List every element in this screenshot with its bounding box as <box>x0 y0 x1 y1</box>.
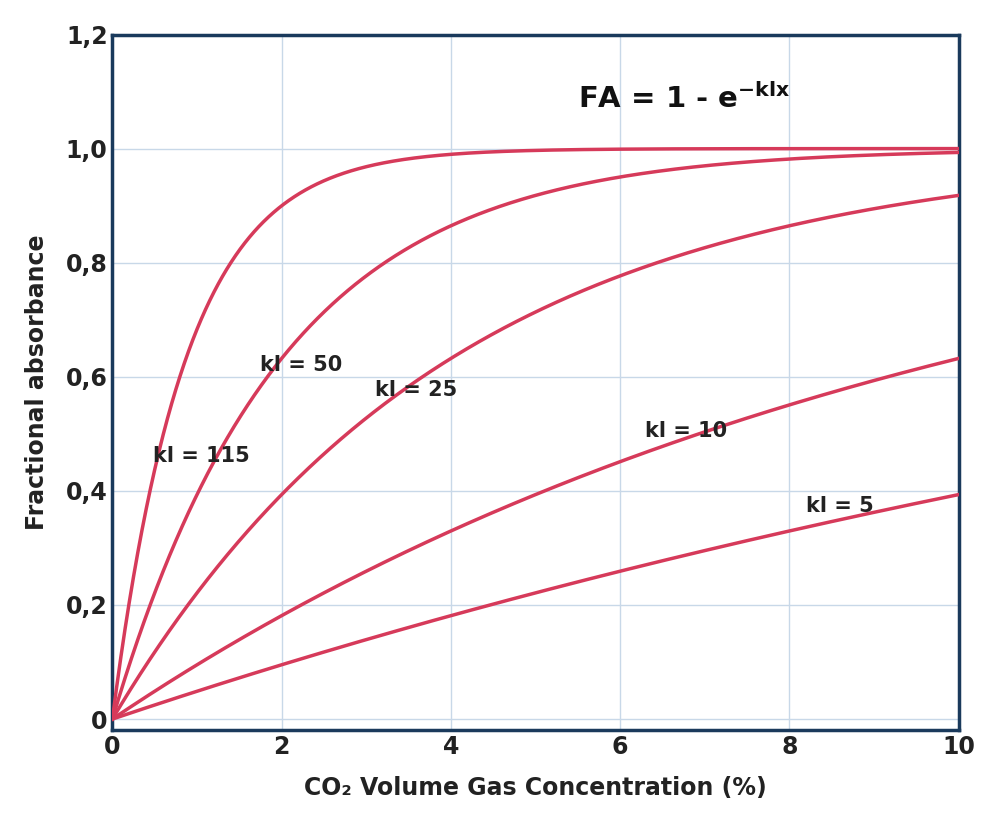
Text: FA = 1 - e$^{\mathbf{-klx}}$: FA = 1 - e$^{\mathbf{-klx}}$ <box>578 83 790 114</box>
Y-axis label: Fractional absorbance: Fractional absorbance <box>25 235 49 530</box>
Text: kl = 50: kl = 50 <box>260 355 343 375</box>
Text: kl = 115: kl = 115 <box>153 446 250 465</box>
Text: kl = 25: kl = 25 <box>375 380 457 400</box>
Text: kl = 5: kl = 5 <box>806 496 874 516</box>
Text: kl = 10: kl = 10 <box>645 421 728 441</box>
X-axis label: CO₂ Volume Gas Concentration (%): CO₂ Volume Gas Concentration (%) <box>304 776 767 800</box>
